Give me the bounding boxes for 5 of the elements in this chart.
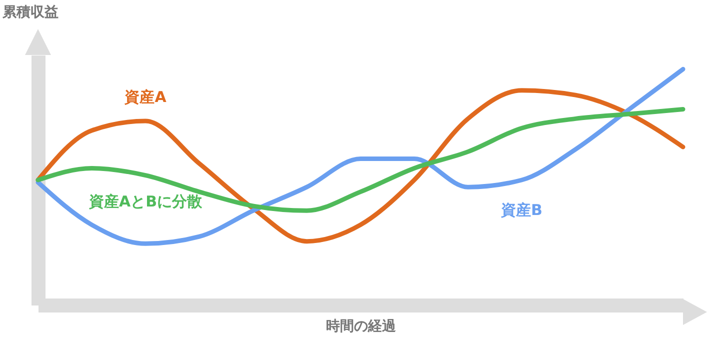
series-label: 資産A — [124, 88, 167, 106]
series-label: 資産AとBに分散 — [88, 192, 204, 210]
series-label: 資産B — [500, 201, 542, 219]
y-axis-title: 累積収益 — [2, 4, 58, 20]
x-axis-title: 時間の経過 — [326, 318, 397, 334]
